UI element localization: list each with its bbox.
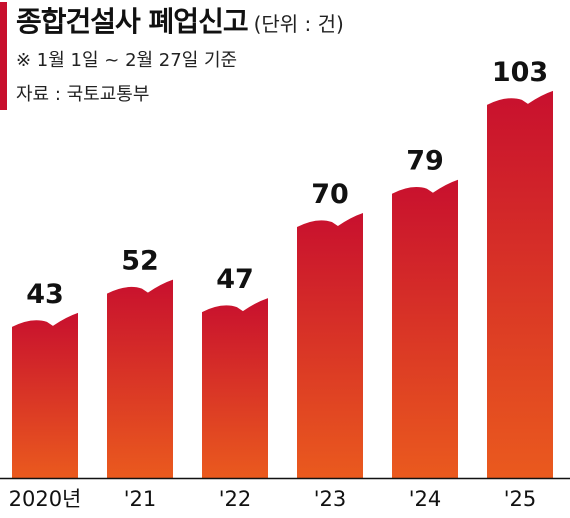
source-label: 자료 : 국토교통부 <box>16 84 150 105</box>
value-label-3: 70 <box>311 179 349 210</box>
bar-4 <box>392 179 458 478</box>
x-tick-3: '23 <box>314 487 347 511</box>
value-label-0: 43 <box>26 279 64 310</box>
x-tick-labels: 2020년 '21 '22 '23 '24 '25 <box>9 487 537 511</box>
unit-label: (단위 : 건) <box>253 12 344 36</box>
bars-group: 43 52 47 70 79 103 <box>12 57 553 479</box>
value-label-1: 52 <box>121 246 159 277</box>
x-tick-0: 2020년 <box>9 487 82 511</box>
title-accent-bar <box>0 2 7 110</box>
value-label-2: 47 <box>216 264 254 295</box>
bar-5 <box>487 90 553 479</box>
x-tick-1: '21 <box>124 487 157 511</box>
bar-2 <box>202 298 268 478</box>
chart-title: 종합건설사 폐업신고 (단위 : 건) <box>16 0 344 40</box>
x-tick-5: '25 <box>504 487 537 511</box>
bar-3 <box>297 213 363 478</box>
bar-1 <box>107 279 173 478</box>
bar-0 <box>12 312 78 478</box>
title-text: 종합건설사 폐업신고 <box>16 5 249 38</box>
date-basis-note: ※ 1월 1일 ~ 2월 27일 기준 <box>16 50 238 71</box>
x-tick-4: '24 <box>409 487 442 511</box>
value-label-4: 79 <box>406 146 444 177</box>
value-label-5: 103 <box>492 57 548 88</box>
x-tick-2: '22 <box>219 487 252 511</box>
